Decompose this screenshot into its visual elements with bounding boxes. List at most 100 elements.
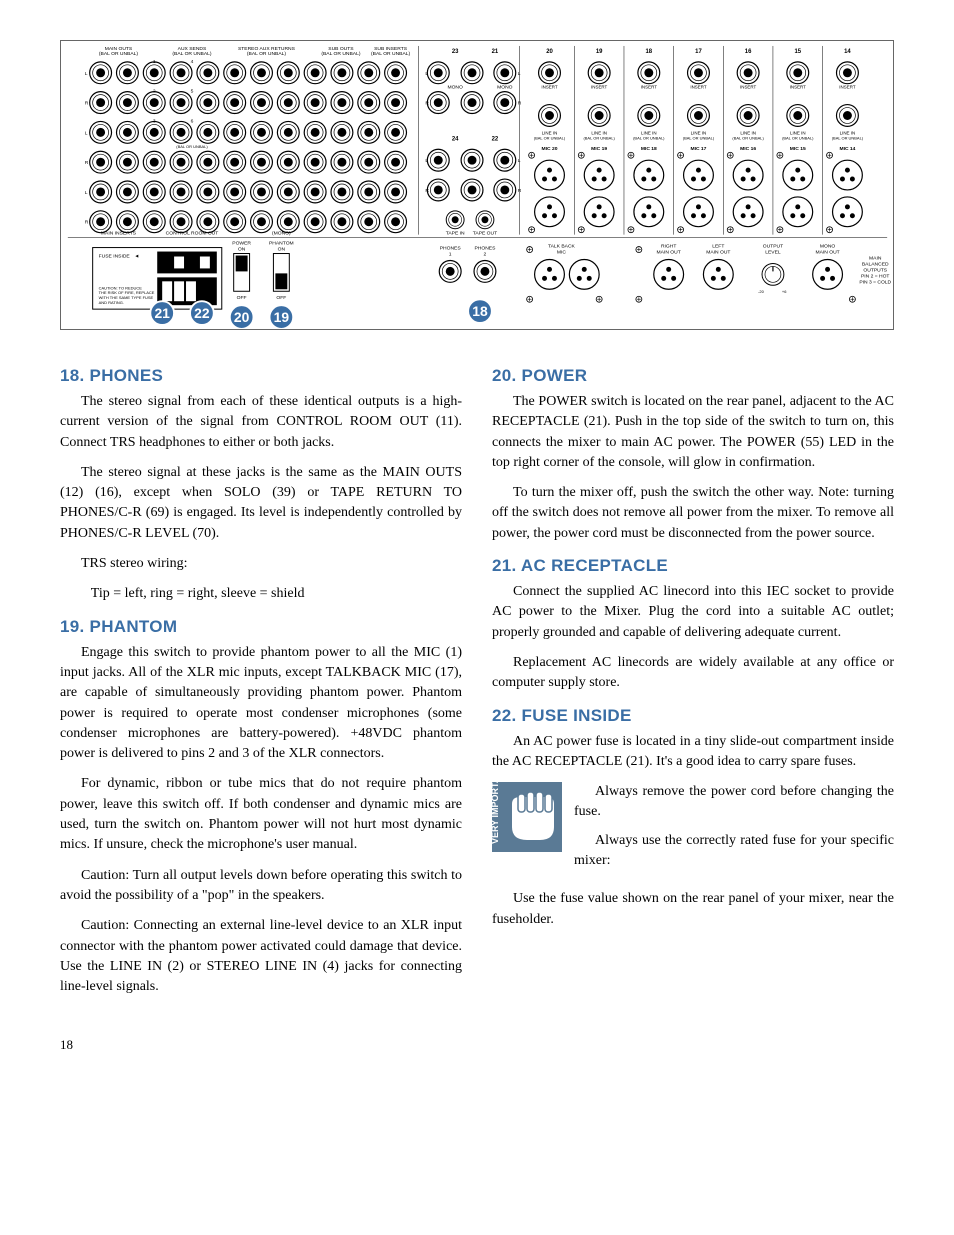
svg-text:PHONES: PHONES xyxy=(440,246,462,252)
svg-text:MIC 17: MIC 17 xyxy=(690,146,706,152)
section-19-p3: Caution: Turn all output levels down bef… xyxy=(60,866,462,907)
svg-text:MONO: MONO xyxy=(447,85,463,91)
svg-text:OFF: OFF xyxy=(237,295,247,301)
svg-text:-20: -20 xyxy=(758,289,765,294)
svg-text:BALANCED: BALANCED xyxy=(862,261,889,267)
svg-text:R: R xyxy=(85,220,89,226)
svg-text:2: 2 xyxy=(484,252,487,258)
svg-text:L: L xyxy=(85,71,88,77)
svg-text:(BAL OR UNBAL): (BAL OR UNBAL) xyxy=(534,135,566,140)
svg-text:MAIN INSERTS: MAIN INSERTS xyxy=(101,231,137,237)
svg-text:18: 18 xyxy=(646,49,653,55)
svg-text:MAIN OUT: MAIN OUT xyxy=(706,250,730,256)
section-19-head: 19. PHANTOM xyxy=(60,617,462,637)
svg-text:TALK BACK: TALK BACK xyxy=(548,244,576,250)
section-18-p2: The stereo signal at these jacks is the … xyxy=(60,463,462,544)
svg-text:22: 22 xyxy=(492,136,499,142)
svg-text:PHANTOM: PHANTOM xyxy=(269,241,294,247)
section-21-p1: Connect the supplied AC linecord into th… xyxy=(492,582,894,643)
section-22-p2: Always remove the power cord before chan… xyxy=(574,782,894,823)
svg-text:20: 20 xyxy=(234,309,250,325)
svg-text:24: 24 xyxy=(452,136,459,142)
svg-text:MIC 19: MIC 19 xyxy=(591,146,607,152)
rear-panel-diagram: MAIN OUTS(BAL OR UNBAL) AUX SENDS(BAL OR… xyxy=(60,40,894,330)
svg-text:15: 15 xyxy=(794,49,801,55)
section-19-p1: Engage this switch to provide phantom po… xyxy=(60,643,462,765)
svg-text:L: L xyxy=(518,158,521,164)
section-22-head: 22. FUSE INSIDE xyxy=(492,706,894,726)
section-22-p1: An AC power fuse is located in a tiny sl… xyxy=(492,732,894,773)
svg-text:TAPE IN: TAPE IN xyxy=(446,231,465,237)
section-20-p1: The POWER switch is located on the rear … xyxy=(492,392,894,473)
svg-text:MIC 15: MIC 15 xyxy=(790,146,806,152)
left-column: 18. PHONES The stereo signal from each o… xyxy=(60,354,462,1007)
svg-text:(MONO): (MONO) xyxy=(272,231,291,237)
svg-text:L: L xyxy=(425,158,428,164)
section-18-p3: TRS stereo wiring: xyxy=(60,554,462,574)
svg-text:INSERT: INSERT xyxy=(740,85,757,90)
svg-text:MIC 18: MIC 18 xyxy=(641,146,657,152)
svg-text:OUTPUT: OUTPUT xyxy=(763,244,783,250)
section-22-p4: Use the fuse value shown on the rear pan… xyxy=(492,889,894,930)
svg-text:6: 6 xyxy=(191,118,194,124)
svg-text:OFF: OFF xyxy=(276,295,286,301)
svg-text:23: 23 xyxy=(452,49,459,55)
svg-text:INSERT: INSERT xyxy=(591,85,608,90)
svg-text:19: 19 xyxy=(596,49,603,55)
svg-text:22: 22 xyxy=(194,305,210,321)
svg-text:(BAL OR UNBAL): (BAL OR UNBAL) xyxy=(247,51,287,57)
svg-text:INSERT: INSERT xyxy=(839,85,856,90)
svg-text:INSERT: INSERT xyxy=(641,85,658,90)
right-column: 20. POWER The POWER switch is located on… xyxy=(492,354,894,1007)
svg-text:(BAL OR UNBAL): (BAL OR UNBAL) xyxy=(321,51,361,57)
section-22-p3: Always use the correctly rated fuse for … xyxy=(574,831,894,872)
svg-text:MAIN OUT: MAIN OUT xyxy=(657,250,681,256)
svg-text:4: 4 xyxy=(191,59,194,65)
svg-text:MIC 20: MIC 20 xyxy=(542,146,558,152)
svg-text:MIC 14: MIC 14 xyxy=(839,146,855,152)
svg-text:1: 1 xyxy=(449,252,452,258)
svg-text:INSERT: INSERT xyxy=(690,85,707,90)
svg-text:21: 21 xyxy=(154,305,170,321)
section-18-p1: The stereo signal from each of these ide… xyxy=(60,392,462,453)
svg-text:CONTROL ROOM OUT: CONTROL ROOM OUT xyxy=(166,231,219,237)
svg-text:1: 1 xyxy=(153,59,156,65)
svg-text:◄: ◄ xyxy=(134,254,139,259)
svg-text:L: L xyxy=(85,190,88,196)
svg-text:MIC: MIC xyxy=(557,250,567,256)
svg-text:(BAL OR UNBAL): (BAL OR UNBAL) xyxy=(683,135,715,140)
svg-text:14: 14 xyxy=(844,49,851,55)
svg-text:MIC 16: MIC 16 xyxy=(740,146,756,152)
text-columns: 18. PHONES The stereo signal from each o… xyxy=(60,354,894,1007)
svg-text:R: R xyxy=(425,101,429,107)
svg-text:18: 18 xyxy=(472,303,488,319)
svg-text:MONO: MONO xyxy=(497,85,513,91)
section-21-head: 21. AC RECEPTACLE xyxy=(492,556,894,576)
svg-text:VERY IMPORTANT: VERY IMPORTANT xyxy=(492,782,500,844)
svg-text:POWER: POWER xyxy=(232,241,251,247)
svg-text:PIN 3 = COLD: PIN 3 = COLD xyxy=(859,279,891,285)
svg-text:PHONES: PHONES xyxy=(474,246,496,252)
svg-text:17: 17 xyxy=(695,49,702,55)
svg-text:21: 21 xyxy=(492,49,499,55)
section-20-head: 20. POWER xyxy=(492,366,894,386)
very-important-row: VERY IMPORTANT Always remove the power c… xyxy=(492,782,894,879)
svg-text:(BAL OR UNBAL): (BAL OR UNBAL) xyxy=(732,135,764,140)
svg-text:LEFT: LEFT xyxy=(712,244,724,250)
svg-text:L: L xyxy=(85,130,88,136)
svg-text:MONO: MONO xyxy=(820,244,836,250)
svg-text:R: R xyxy=(85,101,89,107)
svg-text:ON: ON xyxy=(238,247,246,253)
svg-text:RIGHT: RIGHT xyxy=(661,244,676,250)
svg-text:LEVEL: LEVEL xyxy=(765,250,781,256)
svg-text:(BAL OR UNBAL): (BAL OR UNBAL) xyxy=(99,51,139,57)
section-21-p2: Replacement AC linecords are widely avai… xyxy=(492,653,894,694)
svg-text:INSERT: INSERT xyxy=(790,85,807,90)
svg-text:20: 20 xyxy=(546,49,553,55)
section-19-p4: Caution: Connecting an external line-lev… xyxy=(60,916,462,997)
svg-text:OUTPUTS: OUTPUTS xyxy=(863,267,887,273)
svg-text:R: R xyxy=(85,160,89,166)
section-18-p4: Tip = left, ring = right, sleeve = shiel… xyxy=(91,584,462,604)
svg-text:(BAL OR UNBAL): (BAL OR UNBAL) xyxy=(172,51,212,57)
section-20-p2: To turn the mixer off, push the switch t… xyxy=(492,483,894,544)
